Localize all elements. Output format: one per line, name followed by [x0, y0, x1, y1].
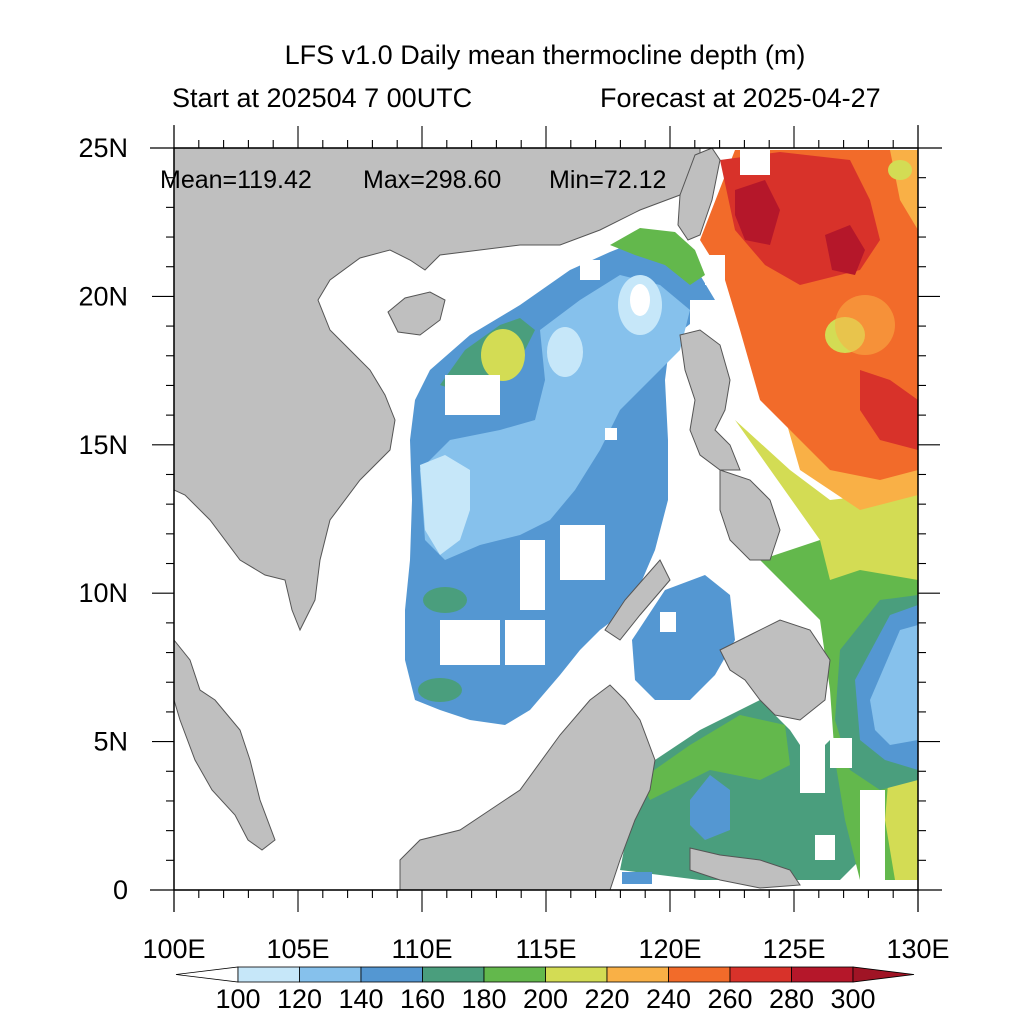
- mainland-asia: [174, 148, 701, 632]
- lon-tick-label: 120E: [638, 934, 701, 964]
- mindanao: [719, 619, 831, 721]
- lat-tick-label: 10N: [78, 578, 128, 608]
- celebes-sea-field-160-180: [620, 700, 870, 880]
- min-stat: Min=72.12: [549, 166, 666, 194]
- colorbar-level-label: 180: [461, 984, 506, 1014]
- colorbar-over-arrow: [852, 966, 915, 983]
- celebes-sea-field-140-160-south: [622, 872, 652, 884]
- pacific-eddy-200-220-north: [888, 160, 912, 180]
- borneo: [399, 684, 656, 890]
- sulawesi: [689, 847, 801, 889]
- lon-tick-label: 130E: [886, 934, 949, 964]
- no-data-cell: [445, 375, 500, 415]
- lon-tick-label: 115E: [515, 934, 576, 964]
- lat-tick-label: 15N: [78, 430, 128, 460]
- scs-field-under-100-north: [630, 284, 650, 316]
- pacific-eddy-240-260-south: [835, 295, 895, 355]
- no-data-cell: [815, 835, 835, 860]
- colorbar-bin: [791, 966, 854, 983]
- lon-tick-label: 110E: [391, 934, 452, 964]
- colorbar-level-label: 280: [769, 984, 814, 1014]
- colorbar-bin: [422, 966, 485, 983]
- colorbar-bin: [668, 966, 731, 983]
- scs-eddy-200-220: [481, 329, 525, 381]
- no-data-cell: [830, 738, 852, 768]
- max-stat: Max=298.60: [363, 166, 501, 194]
- no-data-cell: [560, 525, 605, 580]
- colorbar-bin: [606, 966, 669, 983]
- colorbar-bin: [483, 966, 546, 983]
- palawan: [604, 559, 671, 641]
- luzon: [679, 329, 741, 471]
- scs-field-100-120-center: [547, 327, 583, 377]
- start-time-label: Start at 202504 7 00UTC: [172, 83, 473, 113]
- no-data-cell: [860, 790, 885, 880]
- colorbar-bin: [729, 966, 792, 983]
- colorbar: 100 120 140 160 180 200 220 240 260 280 300: [175, 966, 915, 1014]
- colorbar-level-label: 140: [338, 984, 383, 1014]
- pacific-field-280-300-west: [735, 180, 780, 245]
- axis-labels: 100E 105E 110E 115E 120E 125E 130E 0 5N 10N 15N 20N…: [78, 133, 949, 964]
- lat-tick-label: 25N: [78, 133, 128, 163]
- land-masses: [174, 148, 831, 890]
- malay-peninsula: [174, 639, 276, 851]
- colorbar-under-arrow: [175, 966, 239, 983]
- no-data-cell: [740, 150, 770, 175]
- taiwan-island: [677, 148, 721, 241]
- pacific-field-260-280-east: [860, 370, 918, 450]
- colorbar-level-label: 300: [830, 984, 875, 1014]
- lat-tick-label: 0: [113, 875, 128, 905]
- colorbar-level-label: 260: [707, 984, 752, 1014]
- no-data-cell: [580, 260, 600, 280]
- scs-field-160-180-southwest: [423, 587, 467, 613]
- celebes-sea-field-140-160: [690, 775, 730, 840]
- lon-tick-label: 105E: [266, 934, 329, 964]
- celebes-sea-field-180-200: [640, 715, 790, 800]
- colorbar-level-label: 220: [584, 984, 629, 1014]
- colorbar-level-label: 100: [215, 984, 260, 1014]
- pacific-field-200-220: [735, 420, 918, 580]
- no-data-cell: [800, 738, 825, 793]
- forecast-date-label: Forecast at 2025-04-27: [600, 83, 881, 113]
- scs-field-120-140: [420, 275, 690, 560]
- scs-field-160-180-south: [418, 678, 462, 702]
- thermocline-depth-field: [405, 150, 918, 884]
- lon-tick-label: 100E: [142, 934, 205, 964]
- scs-field-100-120-west: [420, 455, 470, 555]
- no-data-cell: [520, 540, 545, 610]
- colorbar-bin: [237, 966, 300, 983]
- sulu-sea-field-140-160: [632, 575, 735, 700]
- visayas: [719, 469, 781, 561]
- colorbar-level-label: 200: [523, 984, 568, 1014]
- axis-ticks: [152, 126, 940, 912]
- pacific-field-120-140: [870, 625, 918, 745]
- scs-field-180-200-north: [610, 228, 705, 285]
- no-data-cell: [440, 620, 500, 665]
- lat-tick-label: 5N: [93, 727, 128, 757]
- no-data-cell: [505, 620, 545, 665]
- colorbar-level-label: 160: [400, 984, 445, 1014]
- hainan-island: [387, 291, 446, 336]
- no-data-cell: [660, 612, 676, 632]
- lon-tick-label: 125E: [762, 934, 825, 964]
- map-plot-area: [174, 148, 918, 890]
- no-data-cell: [705, 255, 725, 285]
- colorbar-bin: [360, 966, 423, 983]
- colorbar-level-label: 120: [277, 984, 322, 1014]
- mean-stat: Mean=119.42: [160, 166, 312, 194]
- colorbar-bin: [299, 966, 362, 983]
- pacific-field-280-300-east: [825, 225, 865, 275]
- no-data-cell: [605, 428, 617, 440]
- colorbar-bin: [545, 966, 608, 983]
- lat-tick-label: 20N: [78, 281, 128, 311]
- colorbar-level-label: 240: [646, 984, 691, 1014]
- map-title: LFS v1.0 Daily mean thermocline depth (m…: [284, 40, 806, 70]
